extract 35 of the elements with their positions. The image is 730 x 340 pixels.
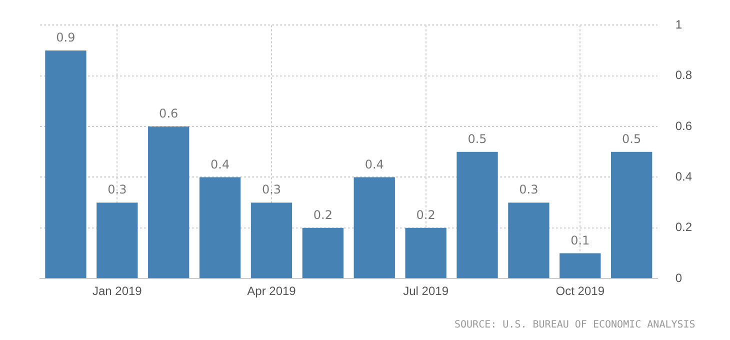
data-label: 0.1	[570, 233, 590, 248]
bar	[199, 177, 241, 278]
bar	[250, 202, 292, 278]
y-tick-label: 0.2	[675, 220, 692, 234]
source-note: SOURCE: U.S. BUREAU OF ECONOMIC ANALYSIS	[454, 320, 696, 331]
y-tick-label: 0.8	[675, 68, 692, 82]
bar	[354, 177, 395, 278]
bar	[456, 152, 498, 278]
data-label: 0.5	[622, 132, 642, 146]
x-tick-label: Jul 2019	[403, 284, 449, 298]
y-tick-label: 0.6	[675, 118, 692, 133]
bar	[45, 50, 86, 278]
x-tick-label: Apr 2019	[247, 284, 296, 298]
data-label: 0.3	[519, 182, 538, 197]
data-label: 0.6	[159, 106, 178, 121]
data-label: 0.3	[262, 182, 282, 197]
bar	[302, 228, 344, 278]
x-tick-label: Jan 2019	[92, 284, 142, 298]
data-label: 0.5	[468, 132, 487, 146]
data-label: 0.2	[313, 208, 332, 222]
x-tick-label: Oct 2019	[556, 284, 605, 298]
data-label: 0.4	[364, 157, 384, 172]
y-tick-label: 0	[675, 270, 682, 285]
y-tick-label: 1	[675, 18, 682, 32]
bar	[508, 202, 550, 278]
bar	[611, 152, 652, 278]
bar	[560, 253, 601, 278]
data-label: 0.4	[210, 157, 230, 172]
data-label: 0.2	[416, 208, 436, 222]
data-label: 0.3	[108, 182, 127, 197]
bar	[405, 228, 446, 278]
bar	[96, 202, 138, 278]
y-tick-label: 0.4	[675, 170, 692, 184]
bar	[148, 126, 190, 278]
data-label: 0.9	[56, 30, 76, 45]
